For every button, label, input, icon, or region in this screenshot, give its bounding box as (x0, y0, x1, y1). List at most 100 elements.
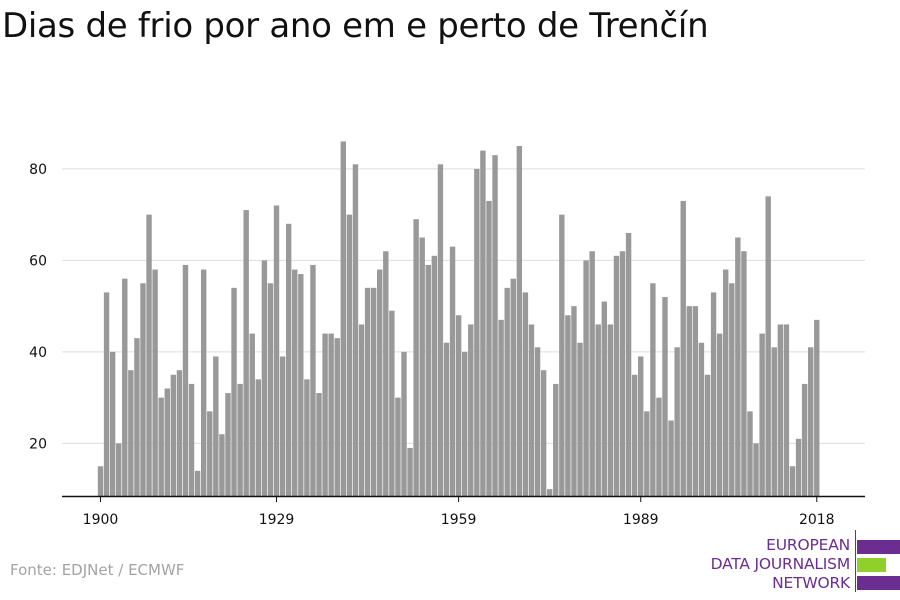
bar-2015 (795, 438, 802, 496)
bar-2002 (716, 333, 723, 496)
bar-1925 (249, 333, 255, 496)
bar-1942 (352, 164, 359, 496)
bar-1994 (668, 420, 674, 496)
bar-1961 (468, 324, 474, 496)
bar-2011 (771, 347, 777, 496)
bar-2010 (765, 196, 771, 496)
bar-1920 (219, 434, 225, 496)
bar-1947 (383, 251, 389, 496)
bar-1989 (638, 356, 644, 496)
bar-1937 (322, 333, 328, 496)
bar-1957 (443, 342, 450, 496)
bar-2016 (801, 383, 808, 496)
bar-1914 (182, 264, 189, 496)
bar-1948 (389, 310, 395, 496)
bar-2001 (710, 292, 717, 496)
logo-line-european: EUROPEAN (766, 536, 850, 554)
bar-1983 (601, 301, 608, 496)
bar-1954 (425, 264, 431, 496)
bar-1974 (546, 489, 553, 496)
bar-1987 (625, 232, 632, 496)
bar-1940 (340, 141, 346, 496)
bar-1969 (516, 146, 523, 496)
bar-1908 (146, 214, 152, 496)
bar-1977 (565, 315, 571, 496)
bar-1918 (207, 411, 213, 496)
y-tick-label: 60 (29, 253, 47, 269)
bar-1975 (553, 383, 559, 496)
bar-1955 (431, 255, 438, 496)
bar-1901 (103, 292, 110, 496)
bar-1916 (194, 470, 201, 496)
bar-1907 (140, 283, 146, 496)
bar-1993 (662, 296, 668, 496)
bar-1984 (607, 324, 614, 496)
bar-2007 (747, 411, 753, 496)
edjnet-logo: EUROPEAN DATA JOURNALISM NETWORK (700, 530, 900, 596)
bar-1950 (401, 351, 407, 496)
bar-1962 (474, 168, 480, 496)
bar-1966 (498, 319, 504, 496)
bar-1924 (243, 210, 249, 496)
bar-1905 (128, 370, 134, 496)
bar-1909 (152, 269, 158, 496)
bar-1906 (134, 338, 140, 496)
bar-1912 (170, 374, 177, 496)
y-tick-label: 80 (29, 162, 47, 178)
bar-1944 (364, 287, 371, 496)
chart-title: Dias de frio por ano em e perto de Trenč… (2, 6, 709, 46)
bar-1921 (225, 393, 231, 496)
bar-1913 (176, 370, 183, 496)
bar-1971 (528, 324, 535, 496)
bar-1902 (109, 351, 116, 496)
x-tick-label: 2018 (799, 512, 835, 528)
logo-bar-top (857, 540, 900, 554)
bar-1958 (449, 246, 456, 496)
bar-1979 (577, 342, 583, 496)
bar-1986 (619, 251, 626, 496)
bar-1936 (316, 393, 322, 496)
bar-1968 (510, 278, 516, 496)
bar-1943 (358, 324, 365, 496)
bar-1988 (631, 374, 638, 496)
bar-1982 (595, 324, 601, 496)
bar-1941 (346, 214, 353, 496)
bar-1999 (698, 342, 705, 496)
logo-line-network: NETWORK (772, 574, 850, 592)
bar-1959 (455, 315, 462, 496)
bar-1945 (370, 287, 377, 496)
bar-2006 (741, 251, 747, 496)
bar-1978 (571, 306, 577, 496)
bar-1917 (200, 269, 207, 496)
bar-1904 (122, 278, 128, 496)
bar-1900 (97, 466, 104, 496)
logo-line-data-journalism: DATA JOURNALISM (710, 555, 851, 573)
bar-1985 (613, 255, 620, 496)
bar-2005 (735, 237, 741, 496)
bar-1928 (267, 283, 274, 496)
bar-2013 (783, 324, 790, 496)
bar-1973 (540, 370, 547, 496)
x-tick-label: 1900 (83, 512, 119, 528)
bar-1922 (231, 287, 237, 496)
bar-1946 (377, 269, 383, 496)
bar-1976 (559, 214, 565, 496)
bar-1919 (213, 356, 219, 496)
bar-1970 (522, 292, 529, 496)
y-tick-label: 40 (29, 345, 47, 361)
bar-1933 (298, 274, 304, 496)
bar-2000 (704, 374, 711, 496)
bar-1951 (407, 447, 413, 496)
bar-1939 (334, 338, 340, 496)
bar-2004 (729, 283, 735, 496)
bar-1927 (261, 260, 268, 496)
bar-1981 (589, 251, 595, 496)
bar-1965 (492, 155, 498, 496)
bar-1997 (686, 306, 692, 496)
bar-2014 (789, 466, 796, 496)
bar-1929 (273, 205, 280, 497)
bar-1967 (504, 287, 510, 496)
bars (97, 141, 820, 497)
bar-1990 (644, 411, 650, 496)
bar-1931 (285, 223, 292, 497)
